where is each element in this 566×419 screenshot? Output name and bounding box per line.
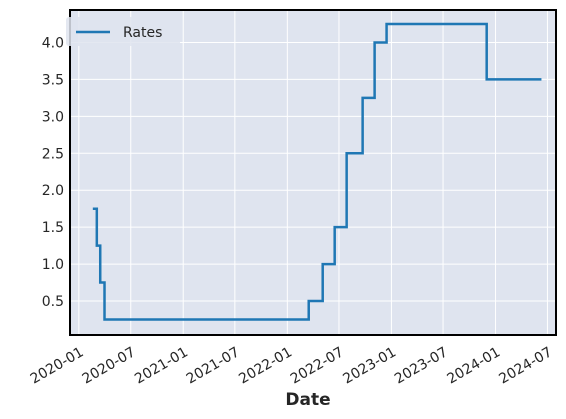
x-tick-label: 2024-01 [444, 344, 503, 387]
y-tick-label: 3.5 [42, 72, 64, 88]
y-tick-label: 2.5 [42, 146, 64, 162]
y-tick-label: 0.5 [42, 294, 64, 310]
x-tick-label: 2021-07 [184, 344, 243, 387]
x-tick-label: 2022-07 [288, 344, 347, 387]
x-tick-label: 2020-01 [28, 344, 87, 387]
legend-box [66, 17, 180, 46]
y-tick-label: 4.0 [42, 36, 64, 52]
y-tick-label: 1.0 [42, 257, 64, 273]
x-tick-label: 2022-01 [236, 344, 295, 387]
x-axis-label: Date [285, 390, 330, 410]
x-tick-label: 2020-07 [80, 344, 139, 387]
x-tick-labels: 2020-012020-072021-012021-072022-012022-… [28, 344, 555, 387]
legend-label-rates: Rates [123, 25, 162, 41]
x-tick-label: 2023-01 [340, 344, 399, 387]
y-tick-label: 1.5 [42, 220, 64, 236]
plot-background [70, 10, 556, 335]
x-tick-label: 2021-01 [132, 344, 191, 387]
series-line-rates [92, 22, 542, 321]
x-tick-label: 2023-07 [392, 344, 451, 387]
y-tick-labels: 0.5 1.0 1.5 2.0 2.5 3.0 3.5 4.0 [42, 36, 64, 311]
legend: Rates [66, 17, 180, 46]
series-layer [92, 22, 542, 321]
y-tick-label: 2.0 [42, 183, 64, 199]
plot-frame [69, 9, 557, 336]
grid-lines [70, 10, 556, 335]
x-tick-label: 2024-07 [496, 344, 555, 387]
y-tick-label: 3.0 [42, 109, 64, 125]
